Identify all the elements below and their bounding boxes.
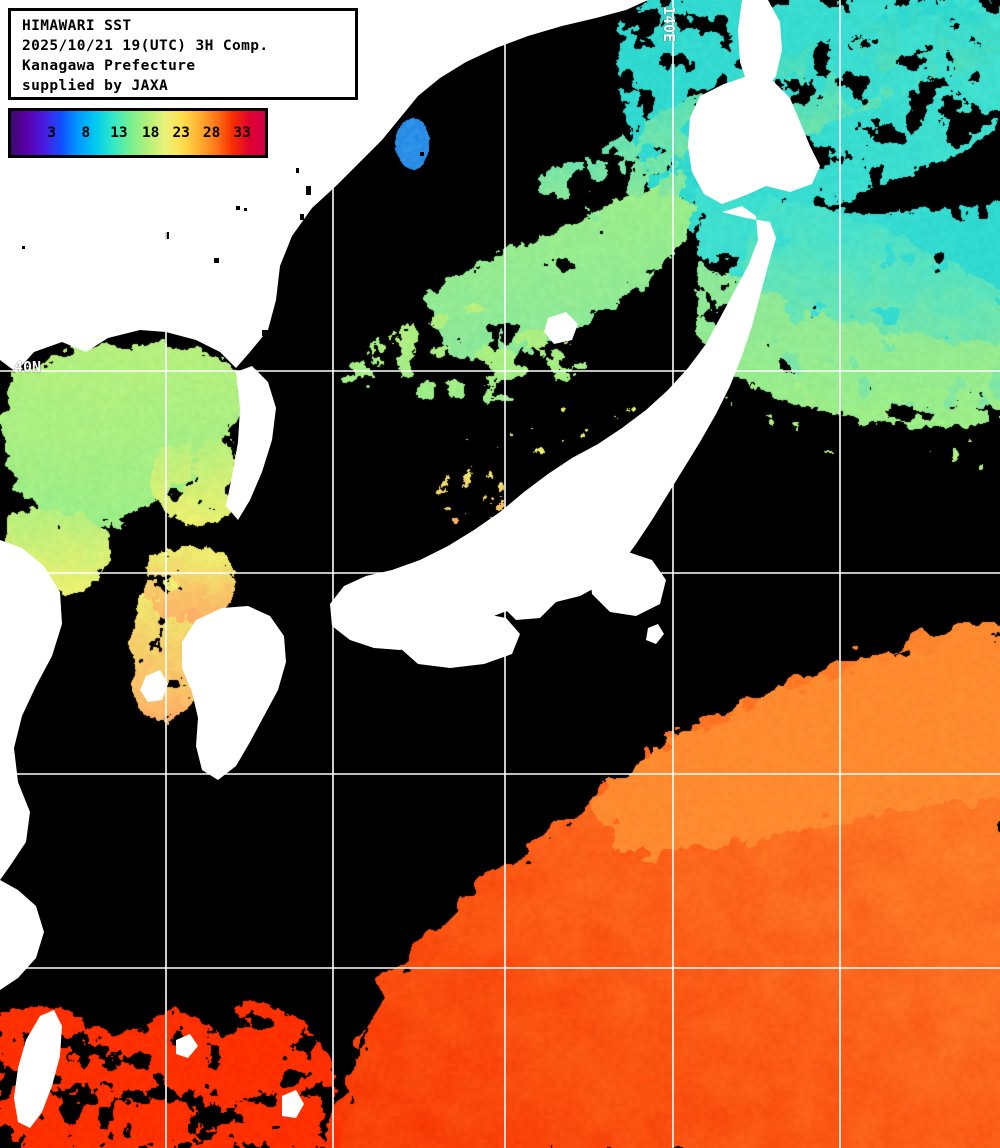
- colorbar-tick-18: 18: [141, 125, 160, 141]
- colorbar-gradient: [11, 111, 265, 155]
- colorbar-tick-8: 8: [81, 125, 91, 141]
- sst-colorbar: 3 8 13 18 23 28 33: [8, 108, 268, 158]
- info-box: HIMAWARI SST 2025/10/21 19(UTC) 3H Comp.…: [8, 8, 358, 100]
- info-line-title: HIMAWARI SST: [22, 18, 132, 34]
- lat-label-40n: 40N: [14, 358, 42, 376]
- colorbar-tick-group: 3 8 13 18 23 28 33: [11, 111, 265, 155]
- colorbar-tick-28: 28: [202, 125, 221, 141]
- colorbar-tick-23: 23: [172, 125, 190, 141]
- info-line-region: Kanagawa Prefecture: [22, 58, 196, 74]
- colorbar-tick-3: 3: [47, 125, 56, 141]
- lon-label-140e: 140E: [660, 6, 678, 43]
- colorbar-tick-13: 13: [110, 125, 128, 141]
- info-line-timestamp: 2025/10/21 19(UTC) 3H Comp.: [22, 38, 269, 54]
- info-line-credit: supplied by JAXA: [22, 78, 169, 94]
- colorbar-tick-33: 33: [233, 125, 251, 141]
